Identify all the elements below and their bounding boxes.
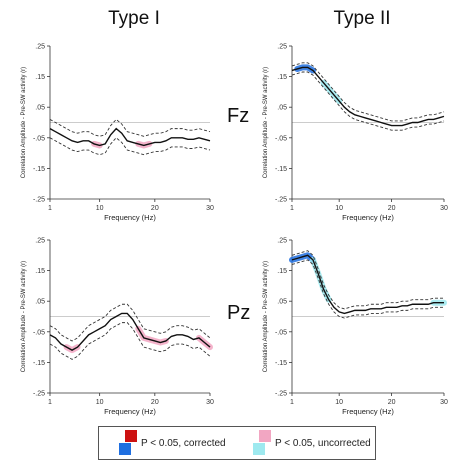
panel-3-ytick-label: .05	[277, 299, 287, 306]
panel-1-ytick-label: .25	[277, 44, 287, 51]
panel-0-mean-line	[49, 127, 211, 147]
panel-3-ytick-label: .15	[277, 268, 287, 275]
panel-2-xtick-label: 20	[151, 399, 159, 406]
panel-1-ytick-label: -.25	[275, 197, 287, 204]
panel-3-y-axis-label: Correlation Amplitude - Pre-SW activity …	[263, 261, 269, 372]
panel-2-ytick-label: -.25	[33, 391, 45, 398]
panel-2-ytick-label: -.05	[33, 329, 45, 336]
panel-3-xtick-label: 20	[388, 399, 396, 406]
panel-0-ytick-label: -.05	[33, 135, 45, 142]
panel-0-xtick-label: 10	[96, 205, 104, 212]
panel-3-lower-bound	[291, 259, 444, 319]
panel-1-lower-bound	[291, 71, 445, 131]
panel-0-upper-bound	[49, 118, 211, 137]
panel-3-x-axis-label: Frequency (Hz)	[342, 407, 394, 416]
panel-3-xtick-label: 10	[335, 399, 343, 406]
panel-3-xtick-label: 1	[290, 399, 294, 406]
legend-swatch-uncorrected-typeI	[259, 430, 271, 442]
panel-0-xtick-label: 1	[48, 205, 52, 212]
panel-3-ytick-label: -.15	[275, 360, 287, 367]
legend-swatch-uncorrected-typeII	[253, 443, 265, 455]
panel-2-lower-bound	[49, 322, 211, 360]
panel-0-ytick-label: -.15	[33, 166, 45, 173]
column-title-type-ii: Type II	[333, 8, 391, 29]
panel-0-x-axis-label: Frequency (Hz)	[104, 213, 156, 222]
panel-1-upper-bound	[291, 62, 445, 122]
panel-2-xtick-label: 10	[96, 399, 104, 406]
panel-0-ytick-label: .15	[35, 74, 45, 81]
panel-2-x-axis-label: Frequency (Hz)	[104, 407, 156, 416]
column-title-type-i: Type I	[108, 8, 160, 29]
panel-3-upper-bound	[291, 250, 444, 310]
panel-1-x-axis-label: Frequency (Hz)	[342, 213, 394, 222]
panel-1-ytick-label: -.05	[275, 135, 287, 142]
panel-1-xtick-label: 30	[440, 205, 448, 212]
legend-label-uncorrected: P < 0.05, uncorrected	[275, 438, 371, 449]
panel-0-ytick-label: .25	[35, 44, 45, 51]
panel-3-ytick-label: -.05	[275, 329, 287, 336]
panel-2-ytick-label: .25	[35, 238, 45, 245]
panel-0-xtick-label: 30	[206, 205, 214, 212]
legend-swatch-corrected-typeII	[119, 443, 131, 455]
panel-3-xtick-label: 30	[440, 399, 448, 406]
panel-1-ytick-label: .15	[277, 74, 287, 81]
legend: P < 0.05, corrected P < 0.05, uncorrecte…	[98, 426, 376, 460]
panel-2-y-axis-label: Correlation Amplitude - Pre-SW activity …	[21, 261, 27, 372]
panel-0-xtick-label: 20	[151, 205, 159, 212]
panel-0-ytick-label: .05	[35, 105, 45, 112]
panel-1-ytick-label: -.15	[275, 166, 287, 173]
row-label-fz: Fz	[227, 105, 250, 127]
panel-1-xtick-label: 10	[335, 205, 343, 212]
panel-2-xtick-label: 30	[206, 399, 214, 406]
panel-1-xtick-label: 1	[290, 205, 294, 212]
panel-0-ytick-label: -.25	[33, 197, 45, 204]
panel-1-ytick-label: .05	[277, 105, 287, 112]
panel-1-y-axis-label: Correlation Amplitude - Pre-SW activity …	[263, 67, 269, 178]
legend-swatch-corrected-typeI	[125, 430, 137, 442]
row-label-pz: Pz	[227, 302, 251, 324]
panel-0-y-axis-label: Correlation Amplitude - Pre-SW activity …	[21, 67, 27, 178]
legend-label-corrected: P < 0.05, corrected	[141, 438, 226, 449]
panel-2-mean-line	[49, 312, 211, 351]
panel-2-ytick-label: .15	[35, 268, 45, 275]
panel-1-mean-line	[291, 66, 445, 127]
panel-3-mean-line	[291, 254, 444, 315]
panel-0-lower-bound	[49, 137, 211, 156]
panel-3-ytick-label: .25	[277, 238, 287, 245]
panel-2-ytick-label: .05	[35, 299, 45, 306]
panel-2-ytick-label: -.15	[33, 360, 45, 367]
panel-1-xtick-label: 20	[388, 205, 396, 212]
panel-2-xtick-label: 1	[48, 399, 52, 406]
panel-3-ytick-label: -.25	[275, 391, 287, 398]
panel-2-upper-bound	[49, 303, 211, 342]
